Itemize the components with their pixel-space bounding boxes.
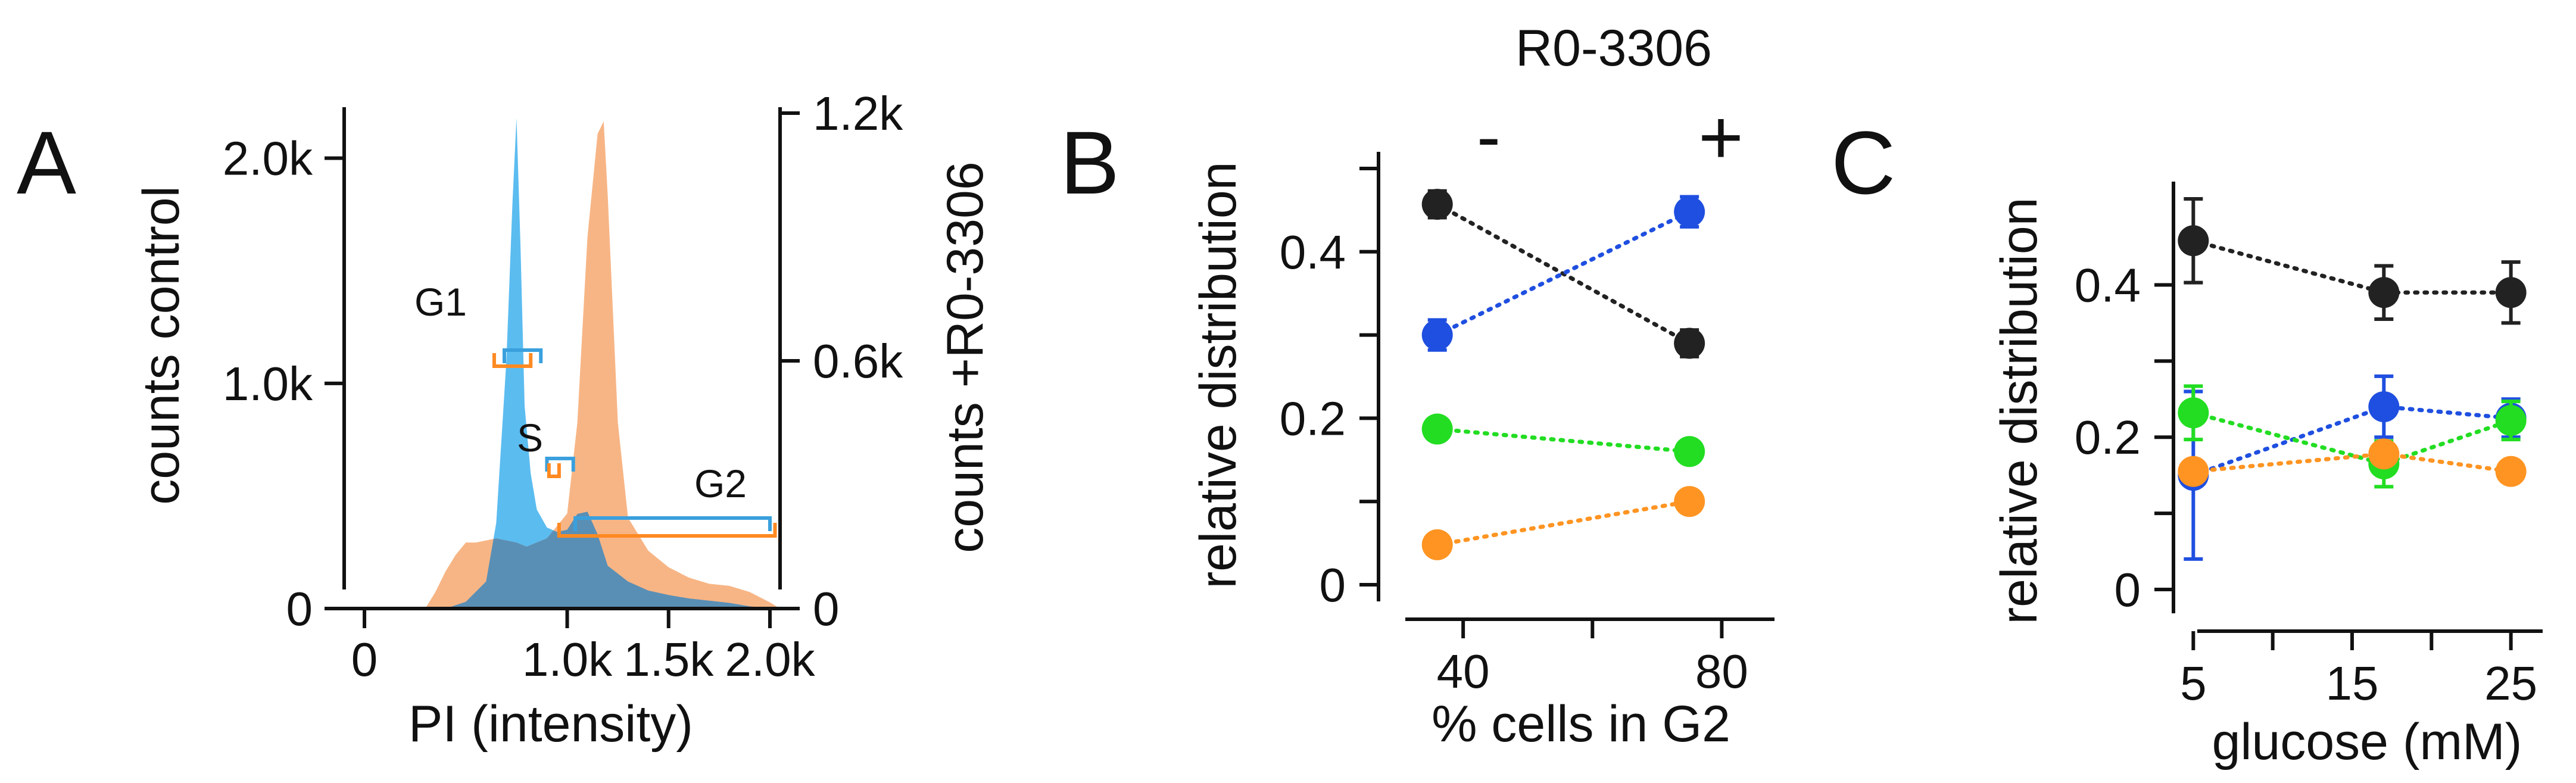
panel-c: C 5 15 25 0 0.2 0.4 relative distribution glu… <box>1831 113 2543 770</box>
y-tick-label: 0.4 <box>1280 226 1346 279</box>
x-tick-label: 2.0k <box>725 633 815 686</box>
data-point-orange <box>2495 456 2527 487</box>
y-tick-label: 0.2 <box>2075 411 2141 464</box>
data-point-orange <box>1421 529 1453 560</box>
x-tick-label: 15 <box>2326 657 2379 710</box>
panel-a-ylabel: counts control <box>133 186 190 504</box>
series-line-blue <box>2191 404 2513 478</box>
panel-a-letter: A <box>17 113 76 213</box>
data-point-blue <box>2368 391 2400 423</box>
y-tick-label: 0.2 <box>1280 392 1346 445</box>
gate-s-control <box>545 457 575 472</box>
y-right-tick-label: 0.6k <box>813 335 903 388</box>
y-tick-label: 0.4 <box>2075 258 2141 311</box>
data-point-green <box>1421 413 1453 445</box>
y-tick-label: 1.0k <box>223 357 313 410</box>
data-point-orange <box>2178 456 2209 487</box>
data-point-black <box>2368 277 2400 308</box>
y-right-tick-label: 1.2k <box>813 87 903 140</box>
data-point-orange <box>2368 438 2400 470</box>
y-right-tick-label: 0 <box>813 582 840 635</box>
series-line-green <box>1435 427 1692 454</box>
data-point-green <box>1674 436 1705 467</box>
series-line-black <box>2191 238 2513 295</box>
gate-label-s: S <box>517 416 543 460</box>
panel-b-condition-plus: + <box>1698 93 1744 180</box>
y-tick-label: 0 <box>286 582 313 635</box>
data-point-blue <box>1674 196 1705 227</box>
y-tick-label: 0 <box>1320 559 1346 612</box>
panel-a-gates: G1 S G2 <box>414 280 777 538</box>
gate-g1-control <box>502 348 543 363</box>
series-orange <box>2178 438 2527 487</box>
panel-a-ylabel-right: counts +R0-3306 <box>937 161 994 553</box>
x-tick-label: 80 <box>1695 645 1748 698</box>
series-treated-area <box>425 121 780 609</box>
panel-c-ylabel: relative distribution <box>1991 197 2048 624</box>
x-tick-label: 25 <box>2484 657 2537 710</box>
x-tick-label: 1.5k <box>623 633 714 686</box>
data-point-black <box>1674 327 1705 359</box>
y-tick-label: 2.0k <box>223 132 313 185</box>
panel-b-ylabel: relative distribution <box>1190 161 1247 588</box>
series-black <box>2178 196 2527 325</box>
data-point-black <box>2495 277 2527 308</box>
series-line-green <box>2191 410 2513 466</box>
series-line-black <box>1435 202 1692 346</box>
series-control-area <box>445 117 770 609</box>
panel-b-letter: B <box>1060 113 1119 213</box>
gate-label-g1: G1 <box>414 280 467 324</box>
panel-a-plot-area <box>425 117 780 609</box>
panel-b-condition-minus: - <box>1477 96 1501 176</box>
series-blue <box>1421 195 1705 352</box>
panel-b: B R0-3306 - + 40 80 0 0.2 0.4 relative distr… <box>1060 20 1774 753</box>
series-green <box>1421 413 1705 467</box>
series-black <box>1421 189 1705 359</box>
data-point-black <box>1421 189 1453 220</box>
series-orange <box>1421 486 1705 560</box>
data-point-green <box>2178 397 2209 429</box>
gate-g1-treated <box>492 353 533 368</box>
panel-c-ticks: 5 15 25 0 0.2 0.4 <box>2075 258 2537 710</box>
panel-b-ticks: 40 80 0 0.2 0.4 <box>1280 166 1748 698</box>
gate-s-treated <box>547 463 561 478</box>
data-point-orange <box>1674 486 1705 517</box>
gate-g2-treated <box>557 523 777 538</box>
x-tick-label: 5 <box>2180 657 2207 710</box>
panel-c-plot-area <box>2178 196 2527 561</box>
data-point-black <box>2178 225 2209 257</box>
panel-b-title: R0-3306 <box>1515 20 1712 77</box>
x-tick-label: 40 <box>1437 645 1490 698</box>
series-line-blue <box>1435 210 1692 338</box>
panel-c-letter: C <box>1831 113 1895 213</box>
gate-g2-control <box>573 516 772 531</box>
y-tick-label: 0 <box>2115 563 2141 616</box>
x-tick-label: 0 <box>351 633 378 686</box>
panel-c-xlabel: glucose (mM) <box>2212 713 2522 770</box>
data-point-blue <box>1421 319 1453 351</box>
panel-b-xlabel: % cells in G2 <box>1432 695 1730 753</box>
x-tick-label: 1.0k <box>522 633 613 686</box>
data-point-green <box>2495 405 2527 436</box>
gate-label-g2: G2 <box>694 461 747 506</box>
series-line-orange <box>1435 499 1692 547</box>
series-green <box>2178 384 2527 489</box>
panel-a-xlabel: PI (intensity) <box>408 695 693 753</box>
panel-b-plot-area <box>1421 189 1705 560</box>
